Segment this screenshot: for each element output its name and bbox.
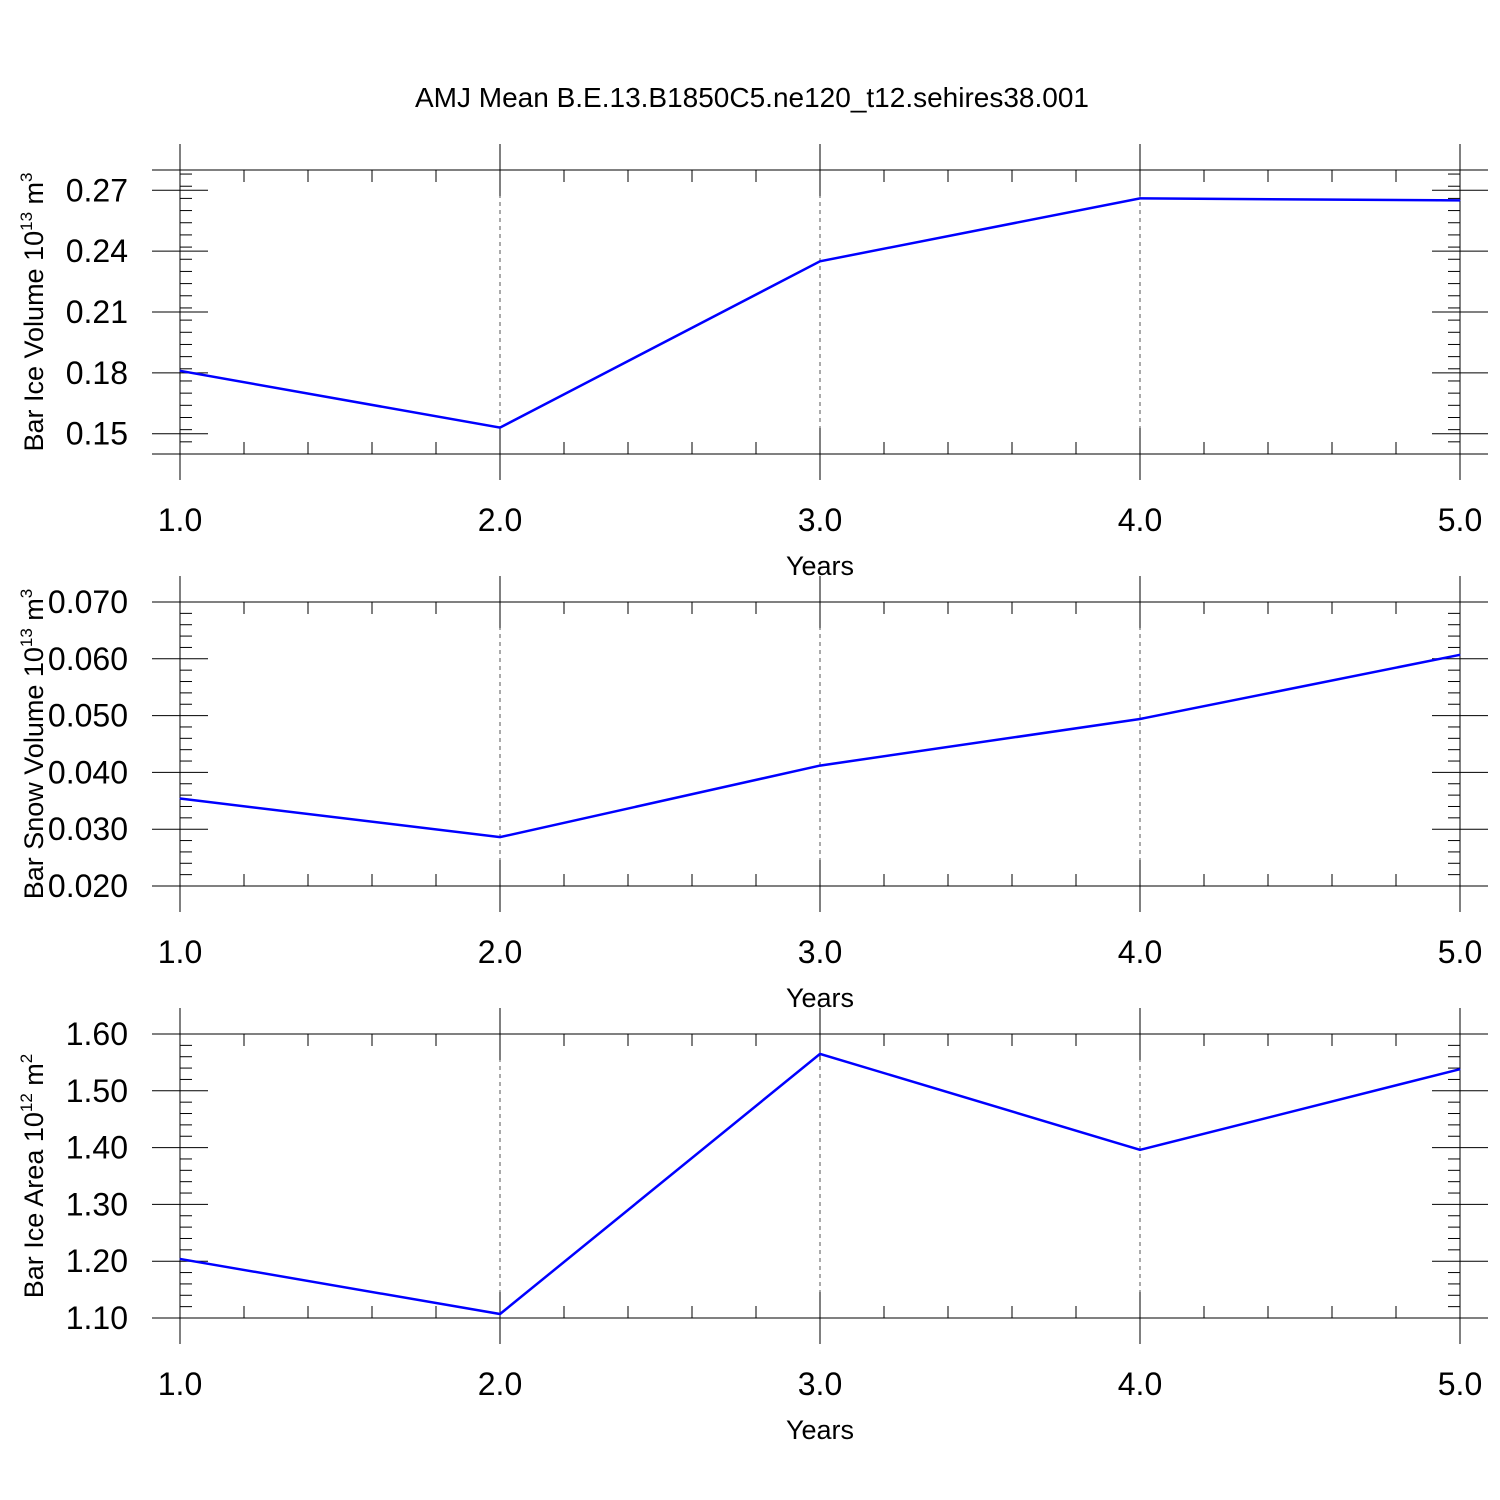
x-tick-label: 5.0 [1438,502,1482,538]
y-tick-label: 1.60 [66,1016,128,1052]
data-point [499,836,501,838]
x-tick-label: 2.0 [478,502,522,538]
data-point [1459,1068,1461,1070]
x-tick-label: 3.0 [798,1366,842,1402]
x-tick-label: 4.0 [1118,502,1162,538]
y-tick-label: 1.10 [66,1300,128,1336]
y-tick-label: 0.020 [48,868,128,904]
x-tick-label: 3.0 [798,934,842,970]
y-tick-label: 0.18 [66,355,128,391]
data-point [819,260,821,262]
y-tick-label: 1.50 [66,1073,128,1109]
figure-title: AMJ Mean B.E.13.B1850C5.ne120_t12.sehire… [415,82,1089,113]
y-tick-label: 0.070 [48,584,128,620]
y-tick-label: 0.040 [48,754,128,790]
data-point [819,765,821,767]
series-line [179,197,1461,429]
y-tick-label: 1.30 [66,1186,128,1222]
data-point [1139,718,1141,720]
x-tick-label: 1.0 [158,934,202,970]
y-tick-label: 0.050 [48,698,128,734]
data-point [179,370,181,372]
data-point [1139,197,1141,199]
y-tick-label: 0.15 [66,416,128,452]
x-tick-label: 1.0 [158,1366,202,1402]
y-tick-label: 0.21 [66,294,128,330]
x-tick-label: 2.0 [478,1366,522,1402]
data-point [1459,654,1461,656]
x-tick-label: 1.0 [158,502,202,538]
x-tick-label: 4.0 [1118,934,1162,970]
y-tick-label: 0.24 [66,233,128,269]
y-tick-label: 1.40 [66,1130,128,1166]
data-point [1459,199,1461,201]
data-point [179,798,181,800]
panel-1: 0.150.180.210.240.271.0 2.0 3.0 4.0 5.0Years… [17,144,1488,581]
y-tick-label: 0.27 [66,172,128,208]
x-tick-label: 3.0 [798,502,842,538]
data-point [499,427,501,429]
x-tick-label: 5.0 [1438,934,1482,970]
x-tick-label: 5.0 [1438,1366,1482,1402]
data-point [1139,1149,1141,1151]
y-tick-label: 0.060 [48,641,128,677]
data-point [819,1053,821,1055]
y-axis-label: Bar Ice Volume 1013 m3 [17,172,49,451]
x-tick-label: 2.0 [478,934,522,970]
data-point [179,1258,181,1260]
panel-2: 0.020 0.030 0.040 0.050 0.060 0.070 1.0 2.0 3.0 4… [17,576,1488,1013]
x-tick-label: 4.0 [1118,1366,1162,1402]
y-tick-label: 1.20 [66,1243,128,1279]
data-point [499,1313,501,1315]
y-tick-label: 0.030 [48,811,128,847]
y-axis-label: Bar Snow Volume 1013 m3 [17,589,49,900]
y-axis-label: Bar Ice Area 1012 m2 [17,1054,49,1299]
panel-3: 1.10 1.20 1.30 1.40 1.50 1.60 1.0 2.0 3.0 4.0 5.0 Y… [17,1008,1488,1445]
x-axis-label: Years [786,1415,854,1445]
